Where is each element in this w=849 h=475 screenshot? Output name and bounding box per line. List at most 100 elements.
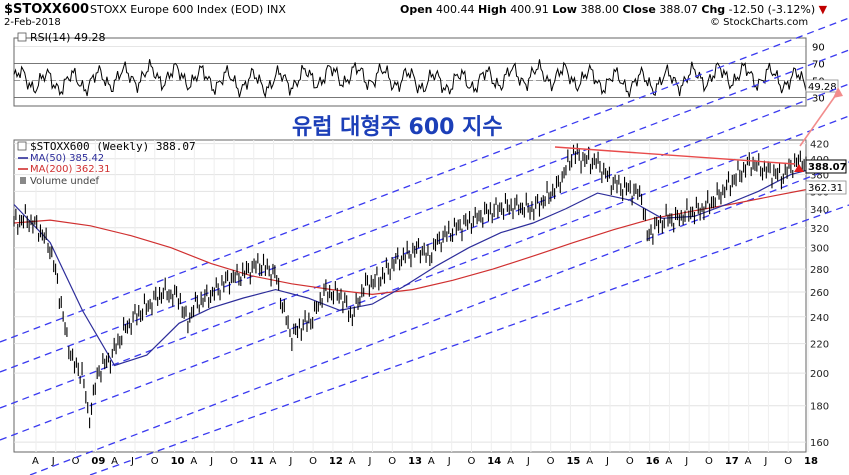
x-tick-label: 15: [566, 456, 580, 467]
price-tick-label: 320: [810, 224, 829, 235]
ma200-legend-label: MA(200) 362.31: [30, 164, 111, 175]
x-tick-label: O: [309, 456, 317, 467]
x-tick-label: 09: [91, 456, 105, 467]
rsi-line: [13, 59, 807, 99]
x-tick-label: O: [626, 456, 634, 467]
channel-line-2: [0, 49, 849, 373]
x-tick-label: A: [111, 456, 118, 467]
exchange-label: INX: [266, 3, 286, 16]
x-tick-label: A: [270, 456, 277, 467]
index-name-text: STOXX Europe 600 Index (EOD): [90, 3, 264, 16]
upside-arrow-icon: [833, 87, 843, 98]
upside-arrow-shaft: [799, 91, 839, 147]
trend-channels: [0, 17, 849, 475]
x-tick-label: 14: [487, 456, 501, 467]
x-tick-label: O: [547, 456, 555, 467]
price-tick-label: 280: [810, 265, 829, 276]
x-tick-label: O: [705, 456, 713, 467]
down-arrow-icon: ▼: [818, 3, 828, 16]
ohlc-stats: Open 400.44 High 400.91 Low 388.00 Close…: [400, 3, 827, 16]
volume-legend-label: Volume undef: [30, 176, 100, 187]
rsi-value-badge: [805, 79, 839, 93]
rsi-gridlines: [14, 46, 806, 98]
price-tick-label: 260: [810, 288, 829, 299]
x-tick-label: 12: [329, 456, 343, 467]
ma50-legend-label: MA(50) 385.42: [30, 153, 104, 164]
rsi-tick-label: 70: [812, 60, 825, 71]
price-gridlines: [14, 140, 809, 452]
price-legend-swatch: [17, 141, 27, 151]
x-tick-label: A: [32, 456, 39, 467]
marker-arrow-icon: [794, 164, 804, 172]
channel-line-4: [0, 115, 849, 441]
price-tick-label: 220: [810, 340, 829, 351]
x-tick-label: 18: [804, 456, 818, 467]
rsi-legend: RSI(14) 49.28: [17, 31, 105, 44]
x-tick-label: O: [467, 456, 475, 467]
x-tick-label: J: [209, 456, 213, 467]
rsi-legend-label: RSI(14) 49.28: [30, 31, 105, 44]
price-tick-label: 300: [810, 244, 829, 255]
ma200-badge: [805, 180, 847, 195]
close-label: Close: [622, 3, 656, 16]
rsi-panel-frame: [13, 37, 807, 107]
close-price-badge: [805, 159, 847, 174]
x-tick-label: A: [586, 456, 593, 467]
x-tick-label: 10: [171, 456, 185, 467]
volume-legend-icon: [20, 177, 26, 184]
price-tick-label: 340: [810, 205, 829, 216]
x-tick-label: A: [428, 456, 435, 467]
x-tick-label: O: [151, 456, 159, 467]
source-label: © StockCharts.com: [710, 17, 809, 28]
price-tick-label: 420: [810, 140, 829, 151]
rsi-tick-label: 90: [812, 43, 825, 54]
annotation-title: 유럽 대형주 600 지수: [292, 115, 503, 140]
open-value: 400.44: [436, 3, 475, 16]
price-bars: [13, 143, 807, 429]
x-tick-label: J: [763, 456, 767, 467]
index-name: STOXX Europe 600 Index (EOD) INX: [90, 3, 286, 16]
price-panel-frame: [13, 139, 807, 453]
channel-line-6: [89, 204, 849, 475]
x-tick-label: A: [190, 456, 197, 467]
x-tick-label: O: [72, 456, 80, 467]
channel-line-3: [0, 83, 849, 409]
x-tick-label: J: [684, 456, 688, 467]
price-tick-label: 380: [810, 171, 829, 182]
chg-value: -12.50 (-3.12%): [728, 3, 816, 16]
low-label: Low: [552, 3, 577, 16]
x-tick-label: 16: [646, 456, 660, 467]
x-tick-label: O: [230, 456, 238, 467]
rsi-tick-label: 30: [812, 94, 825, 105]
high-value: 400.91: [510, 3, 549, 16]
x-tick-label: A: [745, 456, 752, 467]
date-label: 2-Feb-2018: [4, 17, 61, 28]
x-tick-label: O: [388, 456, 396, 467]
close-price-badge-text: 388.07: [808, 162, 847, 173]
x-tick-label: J: [447, 456, 451, 467]
symbol-label: $STOXX600: [4, 2, 90, 17]
price-tick-label: 200: [810, 369, 829, 380]
high-label: High: [478, 3, 507, 16]
price-tick-labels: 1601802002202402602803003203403603804004…: [810, 140, 829, 450]
ma200-badge-text: 362.31: [808, 183, 843, 194]
x-tick-label: J: [526, 456, 530, 467]
x-tick-label: 13: [408, 456, 422, 467]
x-tick-label: O: [784, 456, 792, 467]
x-tick-label: 17: [725, 456, 739, 467]
x-tick-label: J: [288, 456, 292, 467]
x-tick-label: J: [130, 456, 134, 467]
price-tick-label: 160: [810, 438, 829, 449]
x-tick-label: A: [507, 456, 514, 467]
price-tick-label: 240: [810, 313, 829, 324]
channel-line-5: [29, 161, 849, 475]
price-tick-label: 180: [810, 402, 829, 413]
x-axis-labels: A J O 09 A J O 10 A J O 11 A J O 12 A J O 13 A J O 14 A J O 15 A J O 16…: [32, 456, 818, 467]
x-tick-label: A: [349, 456, 356, 467]
x-tick-label: A: [665, 456, 672, 467]
x-tick-label: J: [51, 456, 55, 467]
channel-line-1: [0, 17, 849, 343]
chg-label: Chg: [701, 3, 726, 16]
price-legend: $STOXX600 (Weekly) 388.07 MA(50) 385.42 …: [17, 140, 196, 187]
